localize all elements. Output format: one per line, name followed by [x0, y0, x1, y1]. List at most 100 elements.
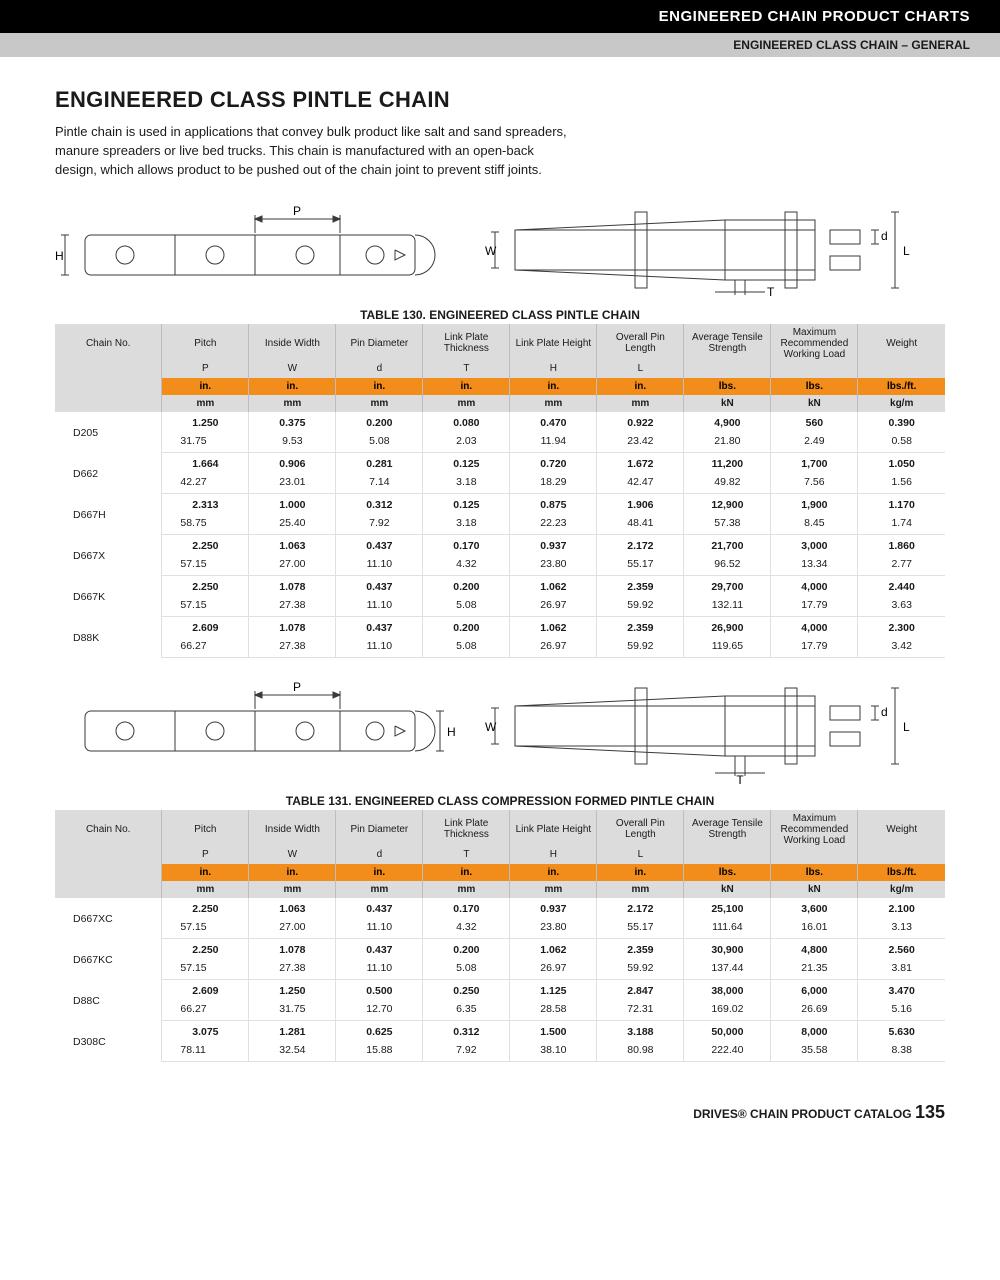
cell-value: 1.078 — [249, 938, 336, 959]
cell-value: 96.52 — [684, 555, 771, 576]
cell-value: 17.79 — [771, 596, 858, 617]
cell-value: 2.250 — [162, 898, 249, 918]
cell-value: 0.720 — [510, 452, 597, 473]
cell-value: 7.14 — [336, 473, 423, 494]
cell-value: 57.38 — [684, 514, 771, 535]
unit-header: lbs./ft. — [858, 864, 945, 881]
cell-value: 1.000 — [249, 493, 336, 514]
cell-value: 5.08 — [336, 432, 423, 453]
unit-header: mm — [249, 881, 336, 898]
cell-value: 0.170 — [423, 534, 510, 555]
column-header: Pitch — [162, 810, 249, 849]
cell-value: 2.300 — [858, 616, 945, 637]
column-symbol: T — [423, 849, 510, 864]
cell-value: 38,000 — [684, 979, 771, 1000]
cell-value: 2.250 — [162, 938, 249, 959]
diagram-row-2: P H W L d T — [55, 676, 945, 786]
cell-value: 3,000 — [771, 534, 858, 555]
header-black: ENGINEERED CHAIN PRODUCT CHARTS — [0, 0, 1000, 33]
cell-value: 27.38 — [249, 959, 336, 980]
cell-value: 222.40 — [684, 1041, 771, 1062]
column-symbol — [858, 363, 945, 378]
cell-value: 2.560 — [858, 938, 945, 959]
unit-header: kg/m — [858, 395, 945, 412]
cell-value: 5.16 — [858, 1000, 945, 1021]
column-symbol: H — [510, 849, 597, 864]
cell-value: 11.10 — [336, 959, 423, 980]
cell-value: 0.58 — [858, 432, 945, 453]
cell-value: 1.062 — [510, 616, 597, 637]
cell-value: 2.847 — [597, 979, 684, 1000]
unit-header: mm — [510, 395, 597, 412]
cell-value: 0.437 — [336, 898, 423, 918]
svg-text:P: P — [293, 681, 301, 694]
cell-value: 0.470 — [510, 412, 597, 432]
column-symbol: P — [162, 849, 249, 864]
cell-value: 4,800 — [771, 938, 858, 959]
cell-value: 5.08 — [423, 637, 510, 658]
chain-top-diagram-1: H P — [55, 205, 455, 295]
cell-value: 23.42 — [597, 432, 684, 453]
footer-text: DRIVES® CHAIN PRODUCT CATALOG — [693, 1107, 911, 1121]
cell-value: 1.500 — [510, 1020, 597, 1041]
cell-value: 23.80 — [510, 555, 597, 576]
cell-value: 1.078 — [249, 575, 336, 596]
unit-header: in. — [249, 864, 336, 881]
cell-value: 1.170 — [858, 493, 945, 514]
column-symbol — [684, 849, 771, 864]
cell-value: 25,100 — [684, 898, 771, 918]
cell-value: 55.17 — [597, 555, 684, 576]
column-header: Maximum Recommended Working Load — [771, 810, 858, 849]
unit-header: in. — [510, 378, 597, 395]
chain-no: D667X — [55, 534, 162, 575]
cell-value: 132.11 — [684, 596, 771, 617]
column-header: Inside Width — [249, 810, 336, 849]
cell-value: 2.440 — [858, 575, 945, 596]
table-row: 57.1527.0011.104.3223.8055.17111.6416.01… — [55, 918, 945, 939]
cell-value: 0.170 — [423, 898, 510, 918]
table-row: D88K2.6091.0780.4370.2001.0622.35926,900… — [55, 616, 945, 637]
cell-value: 2.49 — [771, 432, 858, 453]
cell-value: 1.063 — [249, 534, 336, 555]
cell-value: 5.08 — [423, 596, 510, 617]
table-row: D88C2.6091.2500.5000.2501.1252.84738,000… — [55, 979, 945, 1000]
cell-value: 5.630 — [858, 1020, 945, 1041]
unit-header: mm — [162, 395, 249, 412]
cell-value: 11.94 — [510, 432, 597, 453]
cell-value: 26,900 — [684, 616, 771, 637]
cell-value: 2.03 — [423, 432, 510, 453]
cell-value: 3.42 — [858, 637, 945, 658]
chain-top-diagram-2: P H — [55, 681, 455, 781]
cell-value: 7.92 — [336, 514, 423, 535]
table-row: D2051.2500.3750.2000.0800.4700.9224,9005… — [55, 412, 945, 432]
unit-header: mm — [423, 395, 510, 412]
cell-value: 59.92 — [597, 637, 684, 658]
unit-header — [55, 864, 162, 881]
cell-value: 2.172 — [597, 898, 684, 918]
cell-value: 7.56 — [771, 473, 858, 494]
column-header: Weight — [858, 810, 945, 849]
column-header: Chain No. — [55, 810, 162, 849]
column-symbol: H — [510, 363, 597, 378]
cell-value: 11.10 — [336, 918, 423, 939]
table-row: D308C3.0751.2810.6250.3121.5003.18850,00… — [55, 1020, 945, 1041]
page-content: ENGINEERED CLASS PINTLE CHAIN Pintle cha… — [0, 57, 1000, 1082]
chain-no: D667H — [55, 493, 162, 534]
cell-value: 3.18 — [423, 514, 510, 535]
unit-header: lbs. — [684, 378, 771, 395]
column-symbol — [771, 363, 858, 378]
unit-header — [55, 378, 162, 395]
table-row: 57.1527.0011.104.3223.8055.1796.5213.342… — [55, 555, 945, 576]
cell-value: 30,900 — [684, 938, 771, 959]
cell-value: 0.375 — [249, 412, 336, 432]
cell-value: 0.200 — [423, 575, 510, 596]
cell-value: 4.32 — [423, 918, 510, 939]
cell-value: 16.01 — [771, 918, 858, 939]
cell-value: 2.313 — [162, 493, 249, 514]
table-row: 66.2727.3811.105.0826.9759.92119.6517.79… — [55, 637, 945, 658]
page-number: 135 — [915, 1102, 945, 1122]
column-header: Link Plate Height — [510, 810, 597, 849]
cell-value: 80.98 — [597, 1041, 684, 1062]
cell-value: 0.937 — [510, 534, 597, 555]
cell-value: 0.937 — [510, 898, 597, 918]
